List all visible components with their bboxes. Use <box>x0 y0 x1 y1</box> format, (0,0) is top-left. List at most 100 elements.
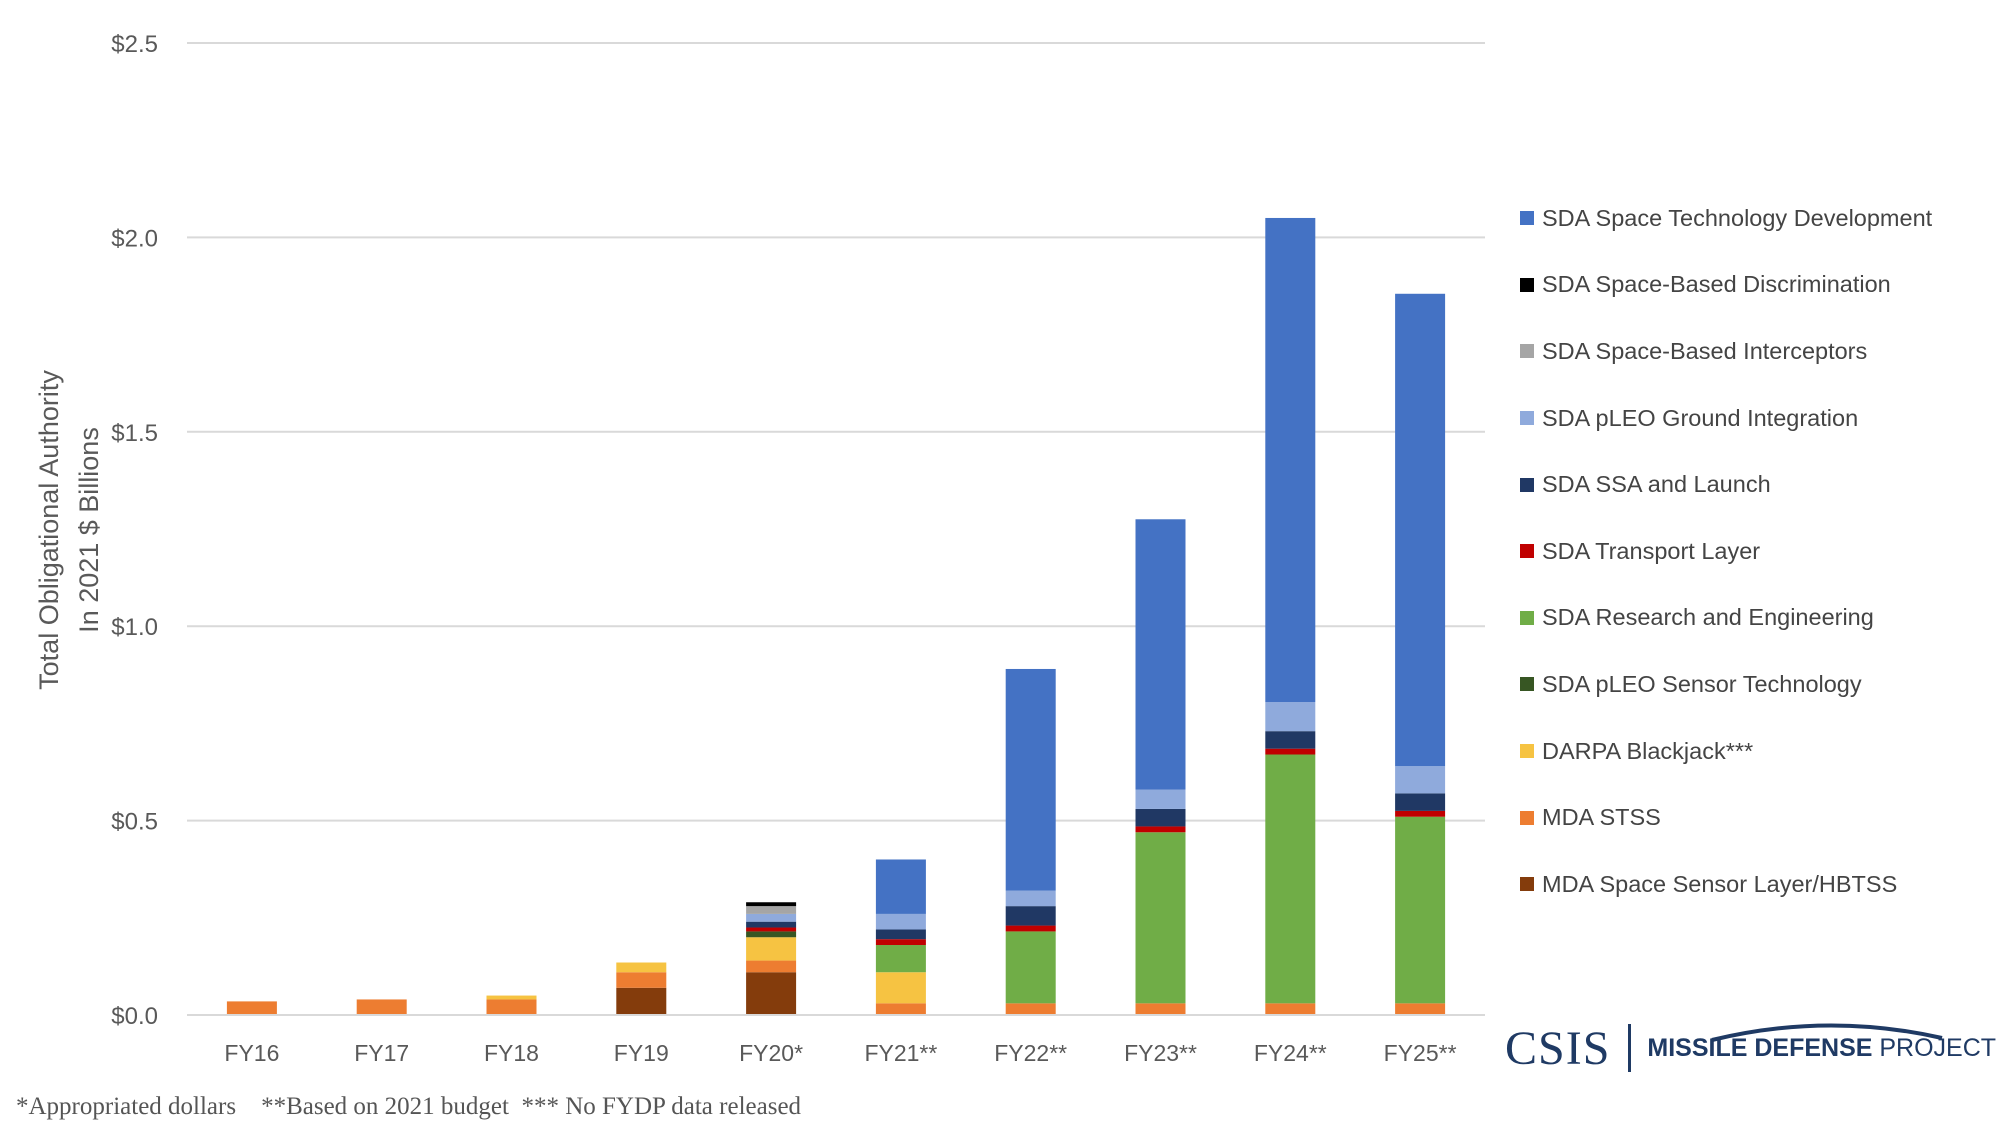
x-tick-label: FY17 <box>354 1040 409 1066</box>
logo-project-text: MISSILE DEFENSE PROJECT <box>1647 1023 1996 1063</box>
legend-item: SDA pLEO Sensor Technology <box>1520 651 1932 718</box>
bar-segment <box>746 906 797 914</box>
bar-segment <box>1005 668 1056 891</box>
legend-label: SDA Transport Layer <box>1542 537 1761 564</box>
legend-item: SDA Transport Layer <box>1520 518 1932 585</box>
bar-segment <box>1265 748 1316 755</box>
bar-segment <box>746 902 797 907</box>
legend-swatch <box>1520 544 1534 559</box>
x-tick-label: FY20* <box>739 1040 803 1066</box>
y-tick-label: $1.5 <box>111 420 158 447</box>
x-tick-label: FY25** <box>1384 1040 1457 1066</box>
bar-segment <box>1005 931 1056 1004</box>
bar-segment <box>1135 519 1186 790</box>
y-axis-title-line: Total Obligational Authority <box>34 370 64 690</box>
bar-segment <box>226 1001 277 1015</box>
logo-project-bold: MISSILE DEFENSE <box>1647 1033 1873 1062</box>
bar-segment <box>875 945 926 973</box>
legend-item: SDA Research and Engineering <box>1520 585 1932 652</box>
bar-segment <box>875 859 926 914</box>
bar-segment <box>875 939 926 946</box>
bar-segment <box>1265 731 1316 749</box>
x-tick-label: FY22** <box>994 1040 1067 1066</box>
legend-item: MDA STSS <box>1520 784 1932 851</box>
bar-segment <box>616 987 667 1015</box>
bar-segment <box>1005 906 1056 926</box>
csis-logo: CSIS MISSILE DEFENSE PROJECT <box>1505 1018 1996 1078</box>
bar-segment <box>1395 1003 1446 1015</box>
bar-segment <box>746 972 797 1015</box>
legend-item: SDA pLEO Ground Integration <box>1520 385 1932 452</box>
legend-swatch <box>1520 344 1534 359</box>
y-tick-label: $0.0 <box>111 1003 158 1030</box>
bar-segment <box>875 972 926 1004</box>
logo-arc-graphic <box>1711 1023 1943 1042</box>
bar-segment <box>746 927 797 932</box>
legend-swatch <box>1520 411 1534 426</box>
x-tick-label: FY18 <box>484 1040 539 1066</box>
logo-divider <box>1628 1024 1632 1072</box>
legend-item: MDA Space Sensor Layer/HBTSS <box>1520 851 1932 918</box>
chart-legend: SDA Space Technology Development SDA Spac… <box>1520 185 1932 918</box>
bar-segment <box>1265 1003 1316 1015</box>
legend-swatch <box>1520 277 1534 292</box>
x-tick-label: FY16 <box>224 1040 279 1066</box>
footnote: *Appropriated dollars **Based on 2021 bu… <box>16 1093 802 1120</box>
legend-swatch <box>1520 877 1534 892</box>
legend-item: DARPA Blackjack*** <box>1520 718 1932 785</box>
bar-segment <box>616 972 667 988</box>
y-axis-title-line: In 2021 $ Billions <box>74 427 104 633</box>
bar-segment <box>1265 217 1316 703</box>
bar-segment <box>1135 1003 1186 1015</box>
x-tick-label: FY24** <box>1254 1040 1327 1066</box>
y-axis-title: Total Obligational Authority In 2021 $ Bi… <box>34 370 104 690</box>
y-tick-label: $2.0 <box>111 225 158 252</box>
x-tick-label: FY19 <box>614 1040 669 1066</box>
bar-segment <box>616 962 667 973</box>
logo-csis-text: CSIS <box>1505 1021 1611 1075</box>
legend-item: SDA Space-Based Discrimination <box>1520 252 1932 319</box>
legend-label: SDA Research and Engineering <box>1542 604 1874 631</box>
bar-segment <box>875 913 926 930</box>
bar-segment <box>746 960 797 973</box>
legend-label: SDA pLEO Ground Integration <box>1542 404 1859 431</box>
legend-label: SDA Space-Based Discrimination <box>1542 271 1891 298</box>
bar-segment <box>875 1003 926 1015</box>
legend-label: MDA STSS <box>1542 804 1661 831</box>
y-tick-label: $2.5 <box>111 31 158 58</box>
x-tick-label: FY21** <box>864 1040 937 1066</box>
bar-segment <box>1005 890 1056 907</box>
bar-segment <box>746 913 797 922</box>
legend-swatch <box>1520 677 1534 692</box>
bar-segment <box>1265 754 1316 1004</box>
bar-segment <box>1135 826 1186 833</box>
legend-item: SDA Space Technology Development <box>1520 185 1932 252</box>
bar-segment <box>746 931 797 938</box>
bar-segment <box>1005 925 1056 932</box>
legend-swatch <box>1520 477 1534 492</box>
y-tick-label: $1.0 <box>111 614 158 641</box>
bar-segment <box>486 999 537 1015</box>
bar-segment <box>1395 766 1446 794</box>
x-tick-label: FY23** <box>1124 1040 1197 1066</box>
legend-label: MDA Space Sensor Layer/HBTSS <box>1542 870 1898 897</box>
legend-label: SDA SSA and Launch <box>1542 471 1771 498</box>
bar-segment <box>746 921 797 928</box>
bar-segment <box>1395 793 1446 811</box>
legend-swatch <box>1520 744 1534 759</box>
bar-segment <box>1005 1003 1056 1015</box>
legend-swatch <box>1520 211 1534 226</box>
bar-segment <box>875 929 926 940</box>
bar-segment <box>1265 702 1316 732</box>
y-tick-label: $0.5 <box>111 809 158 836</box>
bar-segment <box>486 995 537 1000</box>
bar-segment <box>746 937 797 961</box>
legend-swatch <box>1520 810 1534 825</box>
bar-segment <box>1135 808 1186 827</box>
bar-segment <box>1135 789 1186 809</box>
bar-segment <box>1395 816 1446 1004</box>
bar-segment <box>356 999 407 1015</box>
legend-item: SDA Space-Based Interceptors <box>1520 318 1932 385</box>
legend-swatch <box>1520 610 1534 625</box>
